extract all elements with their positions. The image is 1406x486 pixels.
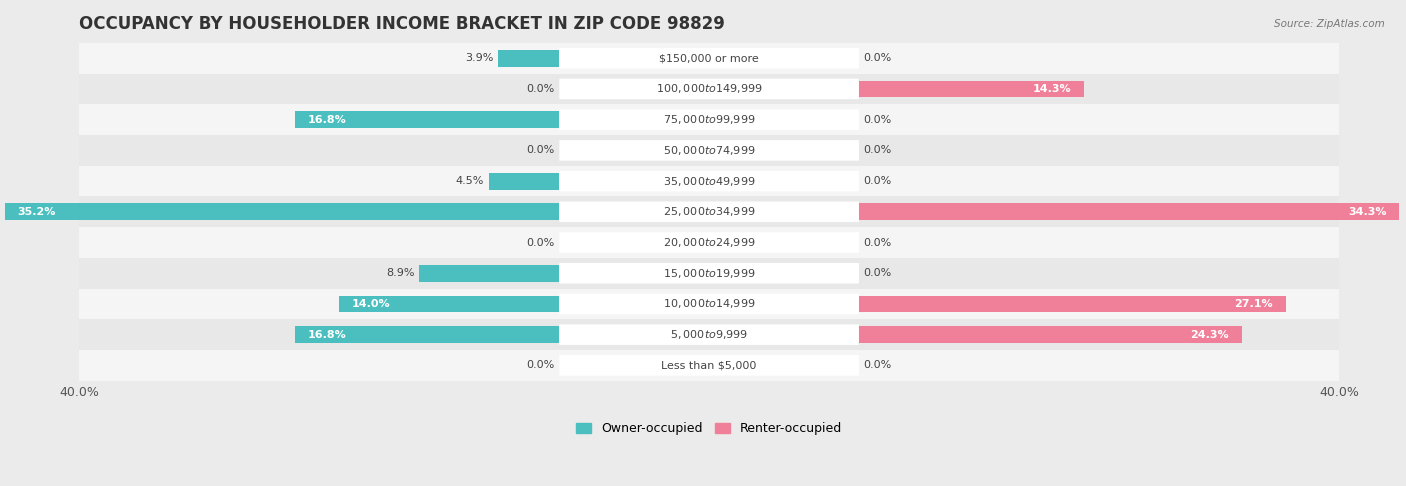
Text: $100,000 to $149,999: $100,000 to $149,999 [655,83,762,95]
Text: 14.3%: 14.3% [1033,84,1071,94]
Text: $50,000 to $74,999: $50,000 to $74,999 [662,144,755,157]
FancyBboxPatch shape [560,140,859,161]
Text: $10,000 to $14,999: $10,000 to $14,999 [662,297,755,311]
Bar [339,295,560,312]
Bar [489,173,560,190]
Text: Less than $5,000: Less than $5,000 [661,361,756,370]
FancyBboxPatch shape [560,48,859,69]
Text: 27.1%: 27.1% [1234,299,1272,309]
Bar [79,135,1340,166]
Bar [79,104,1340,135]
FancyBboxPatch shape [560,202,859,222]
Bar [79,319,1340,350]
Bar [79,43,1340,73]
Bar [859,203,1399,220]
Text: 0.0%: 0.0% [526,84,555,94]
Text: 0.0%: 0.0% [863,361,891,370]
FancyBboxPatch shape [560,79,859,99]
Bar [295,111,560,128]
FancyBboxPatch shape [560,232,859,253]
Text: 0.0%: 0.0% [526,145,555,156]
Text: $75,000 to $99,999: $75,000 to $99,999 [662,113,755,126]
Text: 0.0%: 0.0% [863,176,891,186]
Text: $150,000 or more: $150,000 or more [659,53,759,63]
FancyBboxPatch shape [560,171,859,191]
Bar [6,203,560,220]
Text: OCCUPANCY BY HOUSEHOLDER INCOME BRACKET IN ZIP CODE 98829: OCCUPANCY BY HOUSEHOLDER INCOME BRACKET … [79,15,725,33]
Text: 4.5%: 4.5% [456,176,484,186]
Text: 3.9%: 3.9% [465,53,494,63]
Text: $5,000 to $9,999: $5,000 to $9,999 [671,328,748,341]
Text: 0.0%: 0.0% [863,238,891,247]
Text: 14.0%: 14.0% [352,299,391,309]
Bar [79,350,1340,381]
Bar [498,50,560,67]
Text: $25,000 to $34,999: $25,000 to $34,999 [662,205,755,218]
Bar [79,227,1340,258]
FancyBboxPatch shape [560,355,859,376]
Text: 8.9%: 8.9% [387,268,415,278]
Text: 0.0%: 0.0% [526,361,555,370]
Text: 0.0%: 0.0% [863,115,891,125]
Text: 24.3%: 24.3% [1191,330,1229,340]
FancyBboxPatch shape [560,109,859,130]
Bar [859,295,1285,312]
Text: 0.0%: 0.0% [863,268,891,278]
FancyBboxPatch shape [560,294,859,314]
Bar [859,81,1084,97]
Text: Source: ZipAtlas.com: Source: ZipAtlas.com [1274,19,1385,30]
Text: 0.0%: 0.0% [863,53,891,63]
Text: 35.2%: 35.2% [18,207,56,217]
Text: 16.8%: 16.8% [308,330,346,340]
Text: 34.3%: 34.3% [1348,207,1386,217]
Bar [79,258,1340,289]
Bar [419,265,560,282]
FancyBboxPatch shape [560,324,859,345]
Text: $35,000 to $49,999: $35,000 to $49,999 [662,174,755,188]
Bar [79,73,1340,104]
FancyBboxPatch shape [560,263,859,283]
Bar [859,326,1241,343]
Text: $20,000 to $24,999: $20,000 to $24,999 [662,236,755,249]
Text: 0.0%: 0.0% [863,145,891,156]
Bar [79,289,1340,319]
Bar [79,166,1340,196]
Text: 16.8%: 16.8% [308,115,346,125]
Text: $15,000 to $19,999: $15,000 to $19,999 [662,267,755,280]
Text: 0.0%: 0.0% [526,238,555,247]
Legend: Owner-occupied, Renter-occupied: Owner-occupied, Renter-occupied [576,422,842,435]
Bar [295,326,560,343]
Bar [79,196,1340,227]
